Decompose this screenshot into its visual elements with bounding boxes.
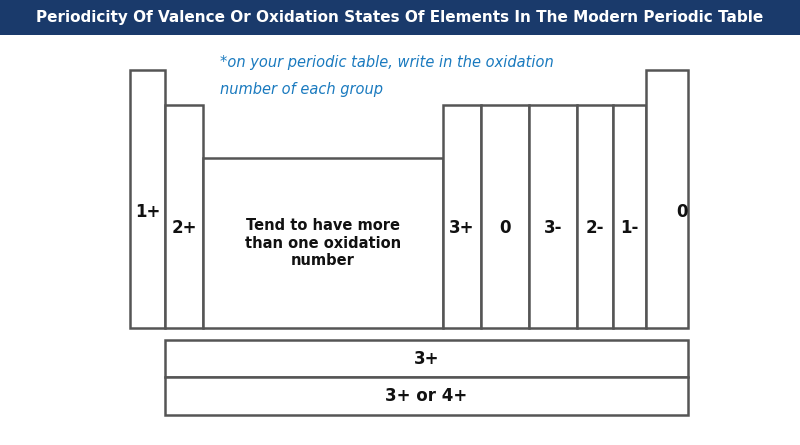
- Bar: [529, 105, 577, 328]
- Text: Periodicity Of Valence Or Oxidation States Of Elements In The Modern Periodic Ta: Periodicity Of Valence Or Oxidation Stat…: [36, 10, 764, 25]
- Text: 1+: 1+: [135, 203, 160, 221]
- Bar: [165, 105, 203, 328]
- Bar: [130, 70, 165, 328]
- Bar: [613, 105, 646, 328]
- Text: 2-: 2-: [586, 218, 604, 237]
- Bar: [646, 70, 688, 328]
- Bar: [165, 377, 688, 415]
- Bar: [443, 105, 481, 328]
- Text: 3-: 3-: [544, 218, 562, 237]
- Bar: [165, 340, 688, 377]
- Text: 3+ or 4+: 3+ or 4+: [386, 387, 468, 405]
- Bar: [577, 105, 613, 328]
- Text: 2+: 2+: [171, 218, 197, 237]
- Bar: [203, 158, 443, 328]
- Text: 0: 0: [499, 218, 510, 237]
- Text: 1-: 1-: [620, 218, 638, 237]
- Text: 3+: 3+: [414, 349, 439, 368]
- Text: Tend to have more
than one oxidation
number: Tend to have more than one oxidation num…: [245, 218, 401, 268]
- Text: 0: 0: [676, 203, 688, 221]
- Text: *on your periodic table, write in the oxidation: *on your periodic table, write in the ox…: [220, 55, 554, 70]
- Bar: [481, 105, 529, 328]
- Text: 3+: 3+: [450, 218, 474, 237]
- Text: number of each group: number of each group: [220, 82, 383, 97]
